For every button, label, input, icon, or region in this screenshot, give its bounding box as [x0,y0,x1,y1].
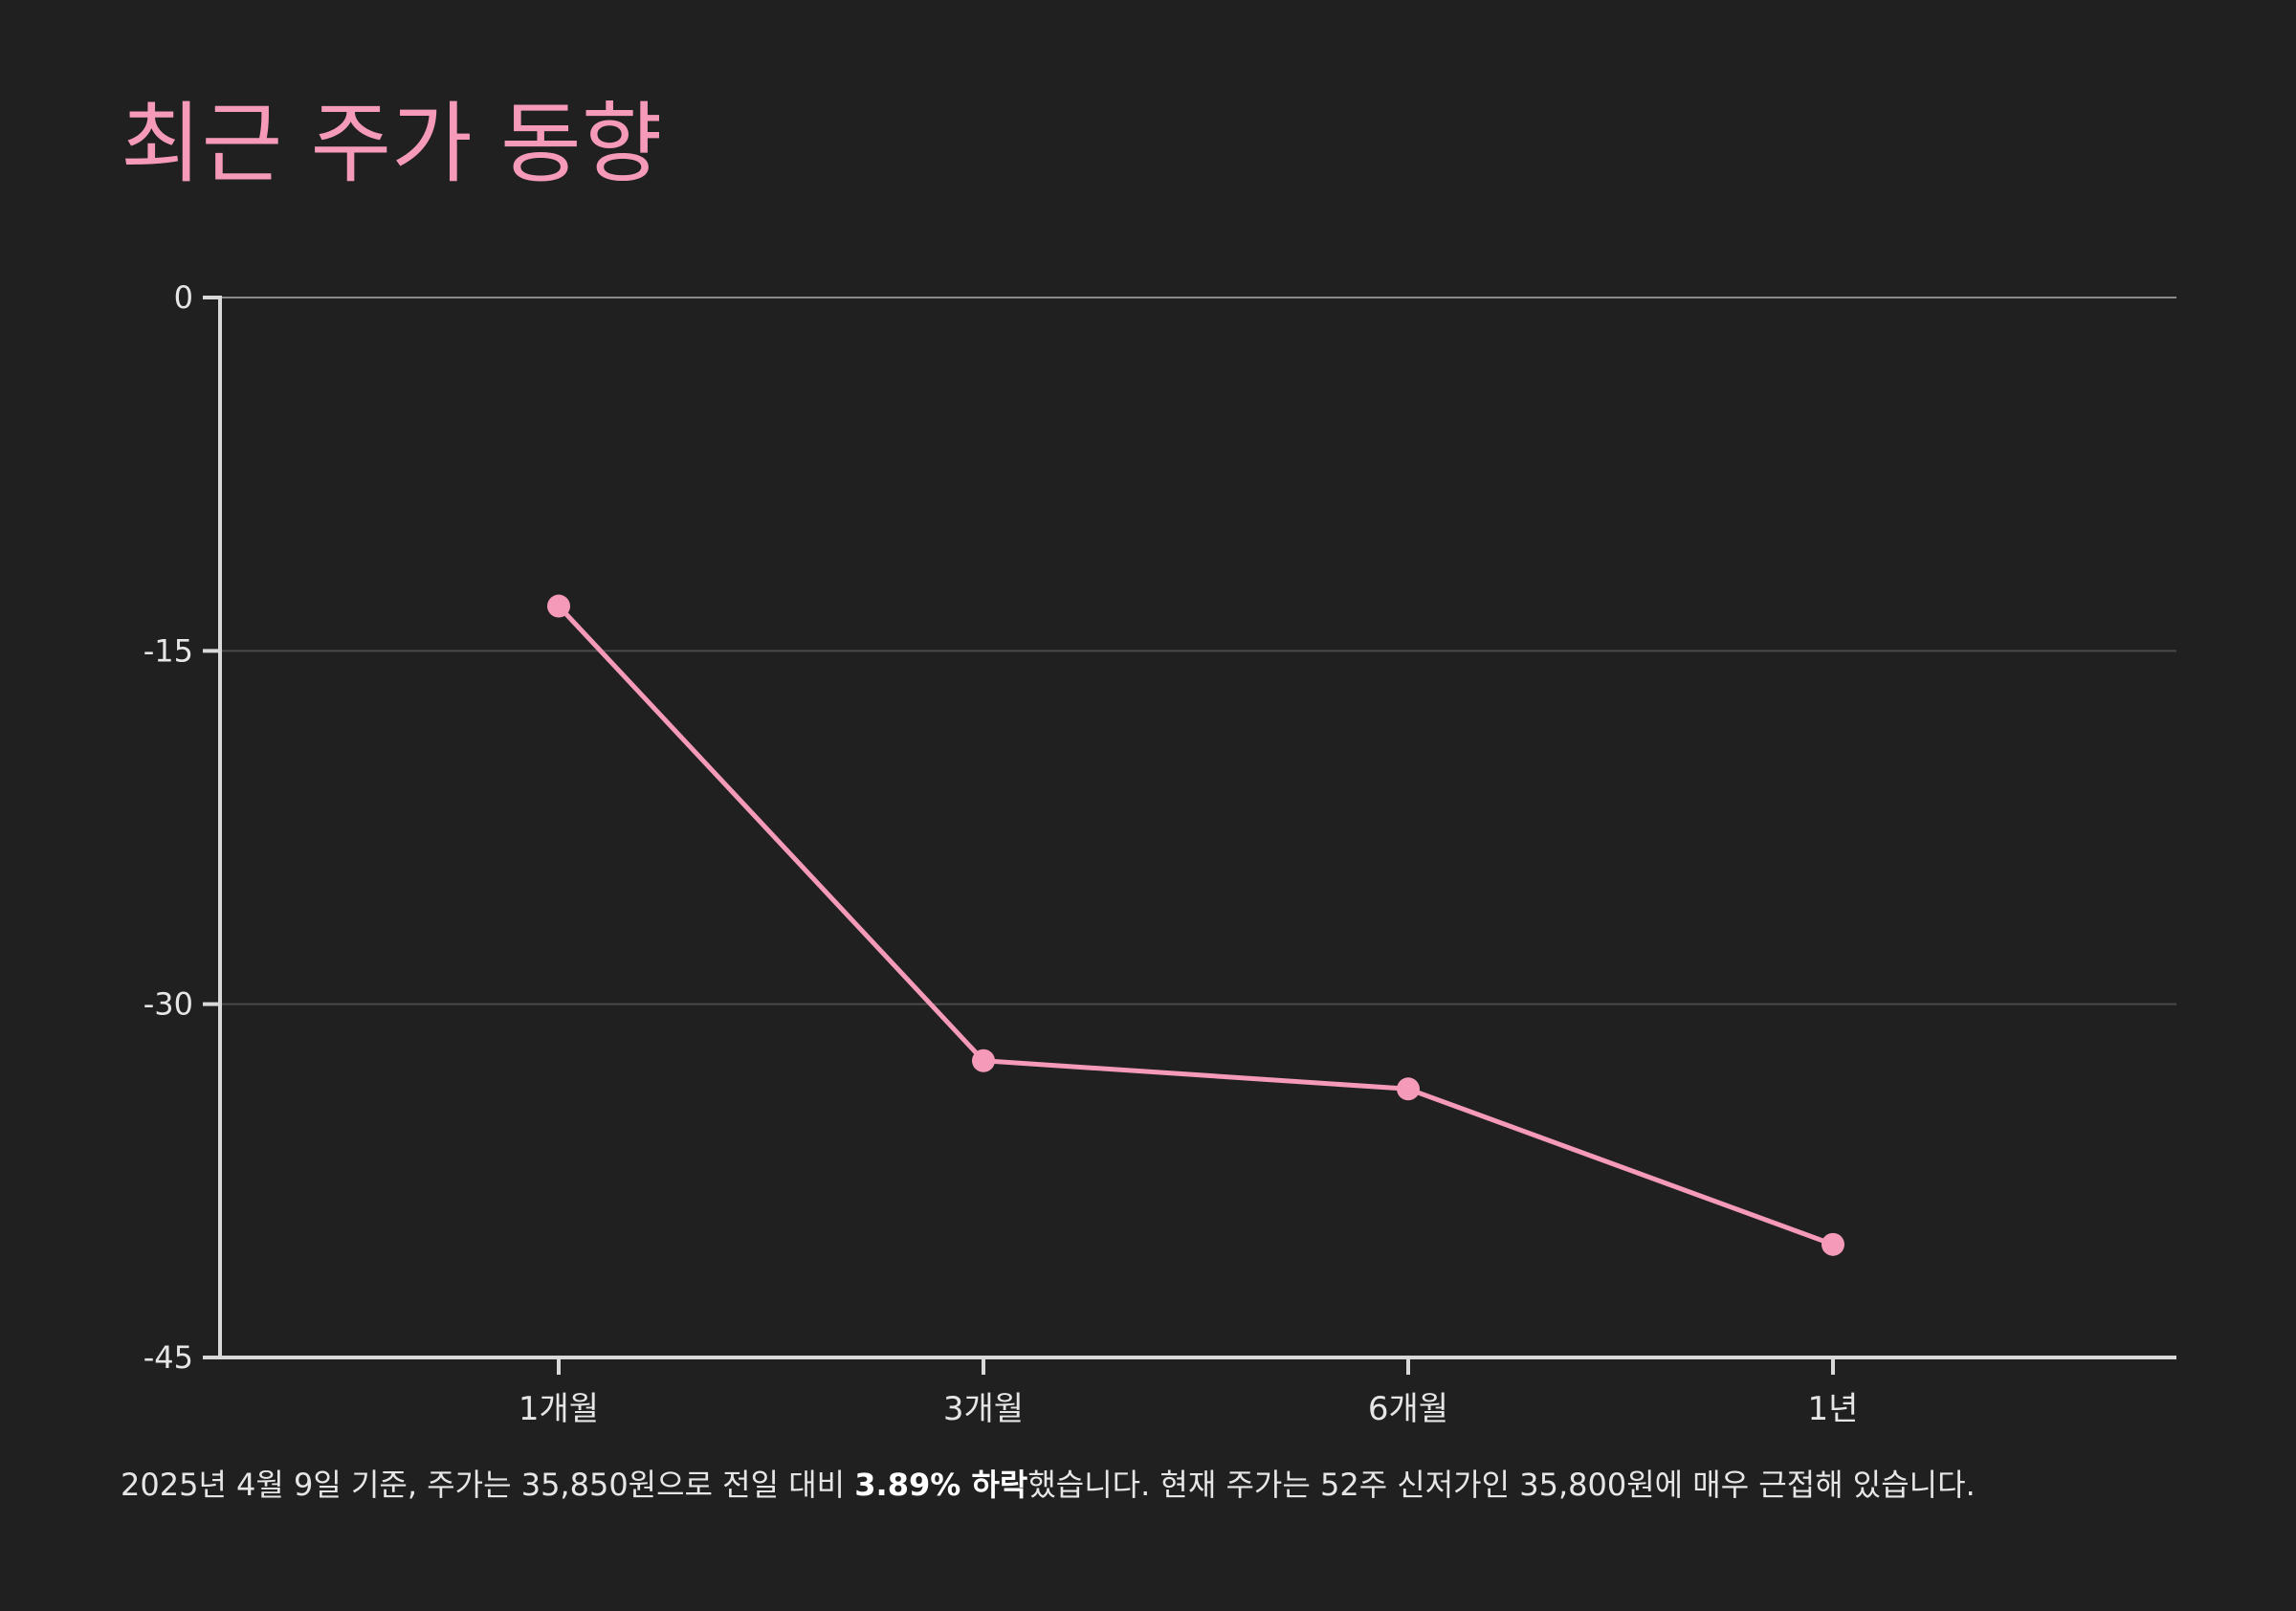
summary-note-text-start: 2025년 4월 9일 기준, 주가는 35,850원으로 전일 대비 [121,1467,855,1503]
summary-note-highlight: 3.89% 하락 [854,1467,1028,1503]
data-point [972,1048,995,1072]
y-tick-label: -45 [144,1339,193,1376]
data-point [547,594,570,618]
gridlines [220,297,2176,1005]
x-tick-label: 6개월 [1368,1390,1448,1428]
x-tick-label: 1개월 [519,1390,599,1428]
x-tick-label: 3개월 [943,1390,1024,1428]
x-tick-label: 1년 [1808,1390,1859,1428]
page-title: 최근 주가 동향 [121,93,663,195]
data-points [547,594,1844,1256]
axes: 0 -15 -30 -45 1개월 3개월 6개월 1년 [144,279,2176,1428]
y-tick-label: 0 [174,279,193,316]
y-tick-label: -15 [144,632,193,669]
data-point [1397,1077,1420,1101]
data-point [1821,1232,1844,1256]
series-line [556,604,1836,1247]
series-line-layer [556,604,1836,1247]
y-tick-label: -30 [144,986,193,1023]
summary-note: 2025년 4월 9일 기준, 주가는 35,850원으로 전일 대비 3.89… [121,1466,1976,1506]
summary-note-text-end: 했습니다. 현재 주가는 52주 신저가인 35,800원에 매우 근접해 있습… [1027,1467,1976,1503]
